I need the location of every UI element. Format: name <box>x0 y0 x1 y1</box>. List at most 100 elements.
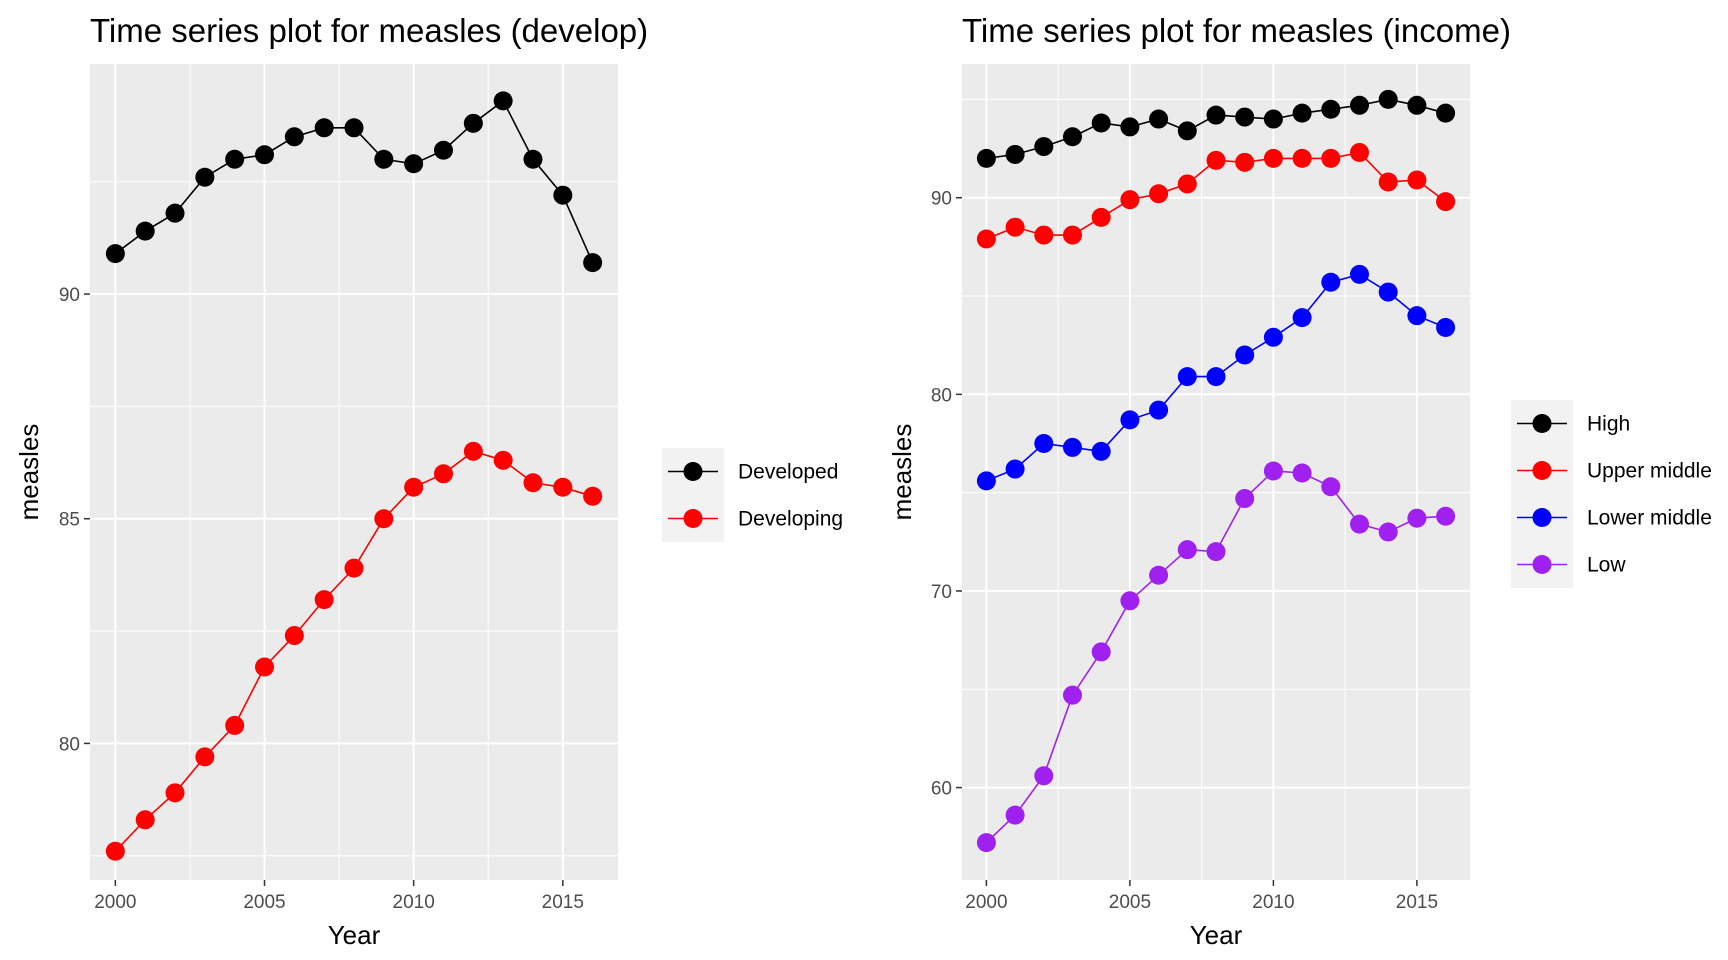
data-point <box>1436 103 1456 123</box>
legend-key-point <box>1532 461 1552 480</box>
data-point <box>1321 148 1341 168</box>
data-point <box>583 253 603 273</box>
data-point <box>1235 345 1255 365</box>
data-point <box>1321 477 1341 497</box>
legend-key-point <box>1532 555 1552 574</box>
data-point <box>314 590 334 610</box>
chart-title: Time series plot for measles (develop) <box>90 12 648 49</box>
x-tick-label: 2015 <box>1396 892 1438 913</box>
y-tick-label: 85 <box>59 510 80 531</box>
data-point <box>1005 459 1025 479</box>
data-point <box>583 486 603 506</box>
data-point <box>553 477 573 497</box>
data-point <box>225 149 245 169</box>
data-point <box>1005 217 1025 237</box>
legend-label: High <box>1587 413 1630 436</box>
data-point <box>1206 150 1226 170</box>
plot-panel <box>962 64 1470 880</box>
data-point <box>1407 95 1427 115</box>
x-tick-label: 2010 <box>393 892 435 913</box>
chart-panel-2: 2000 2005 2010 2015 60 70 80 90 Time series plot… <box>887 12 1712 950</box>
legend-key-point <box>683 509 703 528</box>
data-point <box>255 145 275 165</box>
data-point <box>553 185 573 205</box>
legend-label: Lower middle <box>1587 507 1712 530</box>
legend-label: Low <box>1587 554 1626 577</box>
data-point <box>1350 264 1370 284</box>
data-point <box>976 833 996 853</box>
data-point <box>463 441 483 461</box>
data-point <box>463 113 483 133</box>
data-point <box>1120 591 1140 611</box>
data-point <box>493 450 513 470</box>
data-point <box>1292 308 1312 328</box>
data-point <box>1350 95 1370 115</box>
data-point <box>1407 170 1427 190</box>
data-point <box>1177 540 1197 560</box>
data-point <box>225 715 245 735</box>
y-axis-title: measles <box>14 424 44 521</box>
y-tick-label: 60 <box>931 779 952 800</box>
data-point <box>1378 522 1398 542</box>
data-point <box>1005 144 1025 164</box>
data-point <box>1407 306 1427 326</box>
data-point <box>1062 437 1082 457</box>
data-point <box>195 747 215 767</box>
data-point <box>284 127 304 147</box>
data-point <box>433 464 453 484</box>
x-tick-label: 2005 <box>243 892 285 913</box>
legend-label: Upper middle <box>1587 460 1712 483</box>
data-point <box>1378 282 1398 302</box>
plot-panel <box>90 64 618 880</box>
data-point <box>1034 433 1054 453</box>
legend: Developed Developing <box>662 448 843 542</box>
chart-title: Time series plot for measles (income) <box>962 12 1511 49</box>
data-point <box>976 148 996 168</box>
data-point <box>1005 805 1025 825</box>
data-point <box>1235 107 1255 127</box>
legend: High Upper middle Lower middle Low <box>1511 400 1712 588</box>
data-point <box>1062 127 1082 147</box>
data-point <box>1263 148 1283 168</box>
data-point <box>1034 225 1054 245</box>
data-point <box>1321 99 1341 119</box>
data-point <box>1120 190 1140 210</box>
data-point <box>1062 225 1082 245</box>
data-point <box>1120 117 1140 137</box>
data-point <box>1149 184 1169 204</box>
chart-panel-1: 2000 2005 2010 2015 80 85 90 Time series plot f… <box>14 12 843 950</box>
data-point <box>433 140 453 160</box>
data-point <box>1263 109 1283 129</box>
data-point <box>135 221 155 241</box>
data-point <box>1292 103 1312 123</box>
data-point <box>1263 327 1283 347</box>
data-point <box>255 657 275 677</box>
data-point <box>374 149 394 169</box>
data-point <box>1235 152 1255 172</box>
x-tick-label: 2015 <box>542 892 584 913</box>
data-point <box>1091 207 1111 227</box>
data-point <box>404 477 424 497</box>
data-point <box>1091 441 1111 461</box>
data-point <box>1149 109 1169 129</box>
data-point <box>165 203 185 223</box>
data-point <box>105 841 125 861</box>
data-point <box>523 149 543 169</box>
data-point <box>493 91 513 111</box>
data-point <box>1378 172 1398 192</box>
legend-label: Developing <box>738 508 843 531</box>
data-point <box>1436 192 1456 212</box>
data-point <box>135 810 155 830</box>
y-tick-label: 70 <box>931 582 952 603</box>
data-point <box>1034 137 1054 157</box>
data-point <box>1235 489 1255 509</box>
data-point <box>344 558 364 578</box>
data-point <box>105 244 125 264</box>
data-point <box>374 509 394 529</box>
data-point <box>1177 121 1197 141</box>
x-tick-label: 2000 <box>965 892 1007 913</box>
data-point <box>1436 317 1456 337</box>
data-point <box>1206 105 1226 125</box>
data-point <box>165 783 185 803</box>
